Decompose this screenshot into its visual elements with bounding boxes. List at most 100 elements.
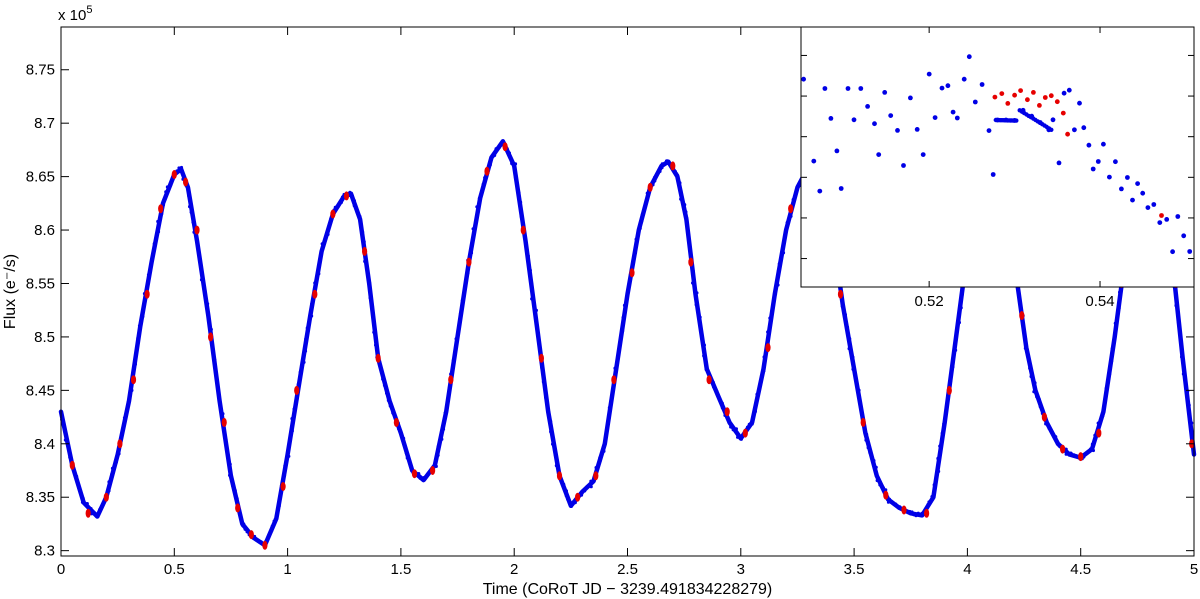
blue-data-point	[676, 173, 680, 177]
inset-blue-point	[1181, 233, 1187, 239]
blue-data-point	[1187, 403, 1191, 407]
blue-data-point	[1110, 359, 1114, 363]
blue-data-point	[399, 430, 403, 434]
blue-data-point	[1021, 326, 1026, 330]
inset-red-point	[1065, 131, 1070, 137]
blue-data-point	[848, 337, 852, 341]
blue-data-point	[644, 201, 648, 205]
red-data-point	[1041, 412, 1047, 422]
blue-data-point	[1054, 437, 1058, 441]
red-data-point	[520, 225, 526, 235]
red-data-point	[593, 471, 599, 481]
blue-data-point	[715, 389, 719, 393]
blue-data-point	[914, 514, 918, 518]
blue-data-point	[233, 488, 237, 493]
red-data-point	[248, 530, 254, 540]
blue-data-point	[731, 428, 735, 432]
blue-data-point	[631, 260, 635, 264]
blue-data-point	[936, 456, 940, 461]
blue-data-point	[460, 298, 464, 302]
blue-data-point	[156, 219, 160, 224]
blue-data-point	[570, 503, 574, 507]
inset-blue-point	[1151, 202, 1157, 207]
blue-data-point	[946, 394, 950, 398]
blue-data-point	[957, 320, 962, 325]
y-tick-label: 8.45	[26, 382, 55, 399]
blue-data-point	[362, 240, 366, 244]
inset-blue-point	[888, 113, 894, 118]
blue-data-point	[474, 219, 478, 223]
inset-blue-point	[1157, 220, 1163, 226]
blue-data-point	[530, 297, 534, 301]
blue-data-point	[458, 312, 463, 316]
inset-blue-point	[1077, 100, 1082, 106]
red-data-point	[742, 428, 748, 438]
y-tick-label: 8.35	[26, 489, 55, 506]
blue-data-point	[63, 428, 67, 432]
blue-data-point	[177, 166, 181, 170]
inset-blue-point	[1061, 90, 1067, 96]
blue-data-point	[292, 407, 296, 411]
blue-data-point	[320, 249, 324, 253]
blue-data-point	[640, 212, 645, 216]
blue-data-point	[589, 479, 593, 483]
blue-data-point	[526, 254, 530, 258]
blue-data-point	[382, 383, 387, 387]
inset-blue-point	[914, 126, 920, 132]
blue-data-point	[418, 476, 422, 480]
blue-data-point	[447, 385, 452, 389]
blue-data-point	[352, 199, 356, 203]
blue-data-point	[793, 194, 797, 198]
blue-data-point	[374, 343, 378, 347]
blue-data-point	[1113, 321, 1117, 325]
blue-data-point	[791, 198, 795, 202]
inset-blue-point	[1095, 159, 1101, 164]
blue-data-point	[221, 412, 225, 416]
blue-data-point	[209, 327, 213, 332]
blue-data-point	[1085, 451, 1089, 455]
blue-data-point	[90, 512, 94, 516]
blue-data-point	[203, 289, 207, 293]
blue-data-point	[391, 411, 395, 415]
blue-data-point	[847, 347, 851, 351]
blue-data-point	[186, 186, 191, 190]
inset-blue-point	[1101, 141, 1106, 147]
blue-data-point	[866, 446, 870, 450]
blue-data-point	[607, 406, 612, 410]
blue-data-point	[1033, 381, 1037, 385]
blue-data-point	[122, 416, 127, 420]
blue-data-point	[86, 505, 90, 509]
red-data-point	[1096, 428, 1102, 438]
x-tick-label: 0	[57, 561, 65, 578]
main-tick-labels: 0 0.5 1 1.5 2 2.5 3 3.5 4 4.5 5 8.3 8.35 8.4 8.45 8.5 8.…	[26, 62, 1198, 578]
x-tick-label: 0.5	[164, 561, 185, 578]
blue-data-point	[206, 315, 210, 319]
blue-data-point	[638, 226, 642, 230]
blue-data-point	[370, 305, 375, 309]
red-data-point	[1078, 452, 1084, 462]
blue-data-point	[937, 469, 941, 473]
blue-data-point	[1093, 433, 1097, 437]
blue-data-point	[386, 398, 390, 402]
blue-data-point	[887, 497, 892, 501]
blue-data-point	[1025, 351, 1029, 355]
blue-data-point	[881, 486, 886, 490]
blue-data-point	[100, 503, 105, 507]
inset-blue-point	[1125, 175, 1130, 180]
y-axis-multiplier-base: x 10	[58, 7, 86, 24]
inset-blue-point	[1066, 87, 1072, 93]
blue-data-point	[228, 462, 232, 466]
blue-data-point	[665, 161, 669, 165]
blue-data-point	[206, 302, 210, 306]
blue-data-point	[891, 501, 895, 505]
blue-data-point	[766, 330, 770, 334]
blue-data-point	[320, 242, 324, 246]
y-axis-label: Flux (e⁻/s)	[2, 254, 19, 329]
inset-blue-point	[1135, 181, 1140, 187]
blue-data-point	[1047, 426, 1051, 430]
y-tick-label: 8.75	[26, 62, 55, 79]
blue-data-point	[1102, 408, 1106, 412]
blue-data-point	[720, 401, 724, 405]
blue-data-point	[898, 505, 902, 509]
inset-blue-point	[926, 71, 932, 77]
